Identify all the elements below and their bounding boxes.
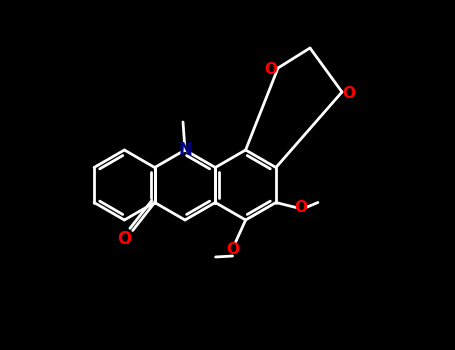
Text: O: O	[343, 85, 355, 100]
Text: N: N	[178, 141, 192, 159]
Text: O: O	[117, 230, 132, 247]
Text: O: O	[264, 62, 278, 77]
Text: O: O	[294, 200, 308, 215]
Text: O: O	[226, 243, 239, 258]
